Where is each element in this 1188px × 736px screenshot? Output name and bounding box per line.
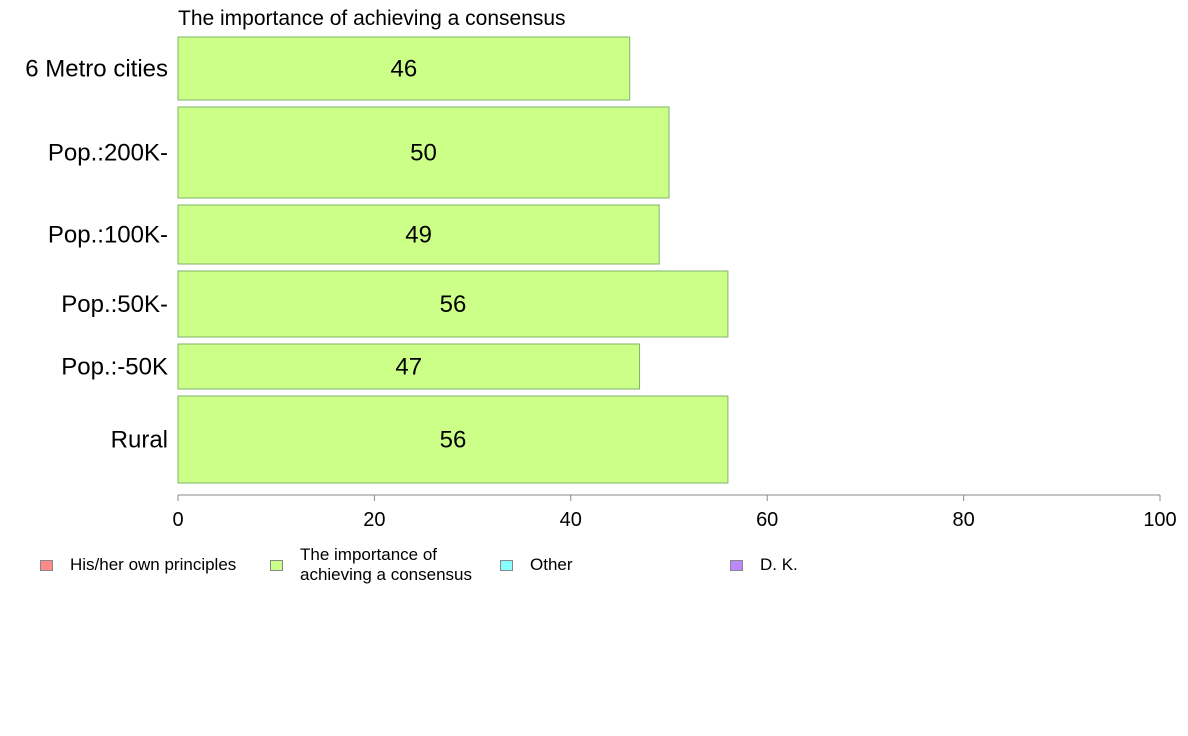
category-label: Rural <box>111 427 168 454</box>
bar <box>177 270 729 338</box>
bar <box>177 343 641 390</box>
legend-item-other: Other <box>500 555 573 575</box>
x-tick-label: 100 <box>1143 509 1176 531</box>
legend-label-principles: His/her own principles <box>70 555 237 574</box>
x-tick-label: 40 <box>560 509 582 531</box>
x-tick-label: 20 <box>363 509 385 531</box>
x-tick-label: 60 <box>756 509 778 531</box>
category-label: 6 Metro cities <box>25 56 168 83</box>
bar <box>177 36 631 101</box>
bar-chart: The importance of achieving a consensus … <box>25 7 1176 531</box>
bar <box>177 106 670 199</box>
data-label: 46 <box>391 56 418 83</box>
data-label: 56 <box>440 427 467 454</box>
bar <box>177 395 729 484</box>
x-tick-label: 80 <box>952 509 974 531</box>
x-tick-label: 0 <box>172 509 183 531</box>
bar <box>177 204 660 265</box>
legend-item-dk: D. K. <box>730 555 798 575</box>
legend-swatch-dk <box>730 559 743 571</box>
chart-title: The importance of achieving a consensus <box>178 7 566 30</box>
data-label: 50 <box>410 140 437 167</box>
legend-swatch-consensus <box>270 559 283 571</box>
data-label: 47 <box>395 354 422 381</box>
data-label: 56 <box>440 291 467 318</box>
legend-swatch-other <box>500 559 513 571</box>
category-label: Pop.:100K- <box>48 222 168 249</box>
data-label: 49 <box>405 222 432 249</box>
legend-label-consensus: The importance of achieving a consensus <box>300 545 473 584</box>
legend-item-consensus: The importance of achieving a consensus <box>270 545 500 585</box>
category-label: Pop.:-50K <box>61 354 168 381</box>
legend-swatch-principles <box>40 559 53 571</box>
category-label: Pop.:200K- <box>48 140 168 167</box>
legend-label-other: Other <box>530 555 573 574</box>
legend: His/her own principles The importance of… <box>0 543 1188 593</box>
category-label: Pop.:50K- <box>61 291 168 318</box>
legend-item-principles: His/her own principles <box>40 555 236 575</box>
legend-label-dk: D. K. <box>760 555 798 574</box>
